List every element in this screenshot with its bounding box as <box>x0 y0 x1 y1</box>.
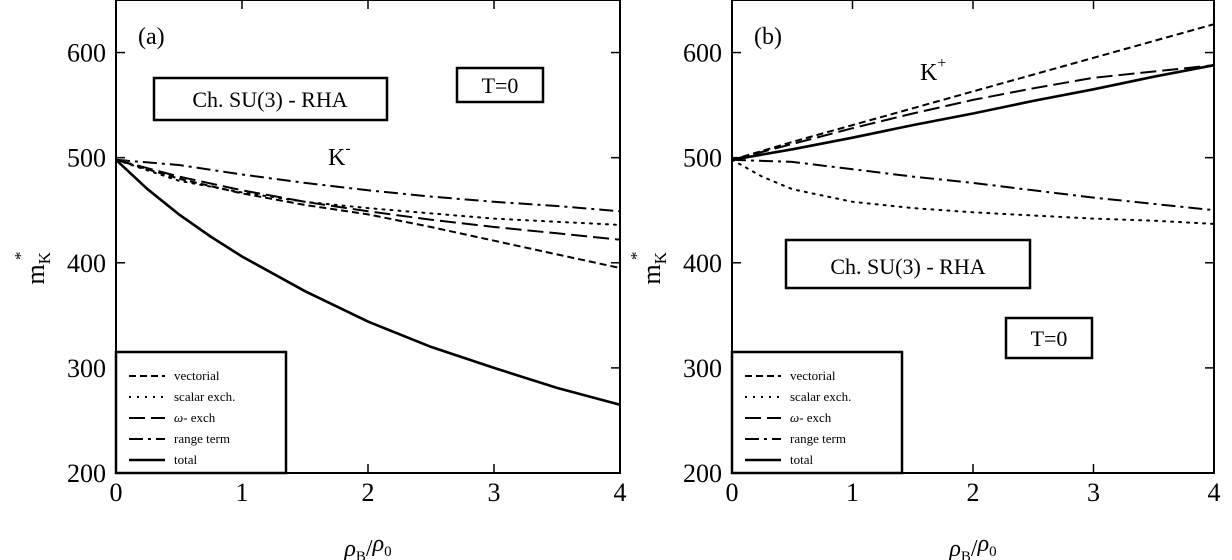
x-tick-label: 2 <box>967 478 980 507</box>
panel-label: (b) <box>754 24 782 50</box>
y-tick-label: 300 <box>67 354 106 383</box>
temperature-label-text: T=0 <box>1031 326 1068 351</box>
x-tick-label: 3 <box>488 478 501 507</box>
legend-entry-label: ω- exch <box>174 410 216 425</box>
x-tick-label: 4 <box>1208 478 1221 507</box>
x-tick-label: 1 <box>846 478 859 507</box>
temperature-label-box <box>1004 316 1094 360</box>
panel-b: 0 1 2 3 4 200 300 400 500 600 ρB/ρ0 mK* (b) Ch. SU(3)… <box>627 0 1221 560</box>
y-tick-label: 500 <box>683 144 722 173</box>
series-line-vectorial <box>731 23 1215 161</box>
kaon-curve-label: K- <box>328 140 351 171</box>
legend-entry-label: range term <box>790 431 846 446</box>
temperature-label-text: T=0 <box>482 73 519 98</box>
series-line-total <box>731 63 1215 162</box>
y-tick-label: 500 <box>67 144 106 173</box>
x-axis-label: ρB/ρ0 <box>948 531 996 560</box>
legend-box <box>730 350 904 475</box>
series-line-scalar-exch- <box>731 158 1215 225</box>
model-label-box <box>784 238 1032 290</box>
y-tick-label: 600 <box>67 39 106 68</box>
x-axis-label: ρB/ρ0 <box>343 531 391 560</box>
model-label-text: Ch. SU(3) - RHA <box>192 87 347 112</box>
legend-entry-label: scalar exch. <box>174 389 235 404</box>
x-tick-label: 2 <box>362 478 375 507</box>
legend-entry-label: ω- exch <box>790 410 832 425</box>
y-axis-label: mK* <box>627 251 670 284</box>
x-tick-label: 0 <box>110 478 123 507</box>
series-line-range-term <box>731 158 1215 212</box>
panel-label: (a) <box>138 24 165 50</box>
legend-box <box>114 350 288 475</box>
y-tick-label: 200 <box>67 459 106 488</box>
series-line-total <box>115 158 621 406</box>
x-tick-label: 4 <box>614 478 627 507</box>
y-tick-label: 600 <box>683 39 722 68</box>
series-line-scalar-exch- <box>115 158 621 226</box>
x-tick-label: 3 <box>1087 478 1100 507</box>
y-tick-label: 400 <box>67 249 106 278</box>
model-label-text: Ch. SU(3) - RHA <box>830 254 985 279</box>
kaon-curve-label: K+ <box>920 55 946 86</box>
legend-entry-label: vectorial <box>790 368 836 383</box>
series-line-vectorial <box>115 158 621 269</box>
series-line--exch <box>731 64 1215 161</box>
x-tick-label: 0 <box>726 478 739 507</box>
legend-entry-label: range term <box>174 431 230 446</box>
y-axis-label: mK* <box>11 251 54 284</box>
temperature-label-box <box>455 66 545 104</box>
series-line-range-term <box>115 158 621 213</box>
y-tick-label: 300 <box>683 354 722 383</box>
legend-entry-label: scalar exch. <box>790 389 851 404</box>
model-label-box <box>152 76 389 122</box>
legend-entry-label: total <box>174 452 197 467</box>
legend-entry-label: total <box>790 452 813 467</box>
y-tick-label: 200 <box>683 459 722 488</box>
panel-a: 0 1 2 3 4 200 300 400 500 600 ρB/ρ0 mK* (a) Ch. SU(3)… <box>11 0 627 560</box>
x-tick-label: 1 <box>236 478 249 507</box>
y-tick-label: 400 <box>683 249 722 278</box>
series-line--exch <box>115 158 621 241</box>
legend-entry-label: vectorial <box>174 368 220 383</box>
